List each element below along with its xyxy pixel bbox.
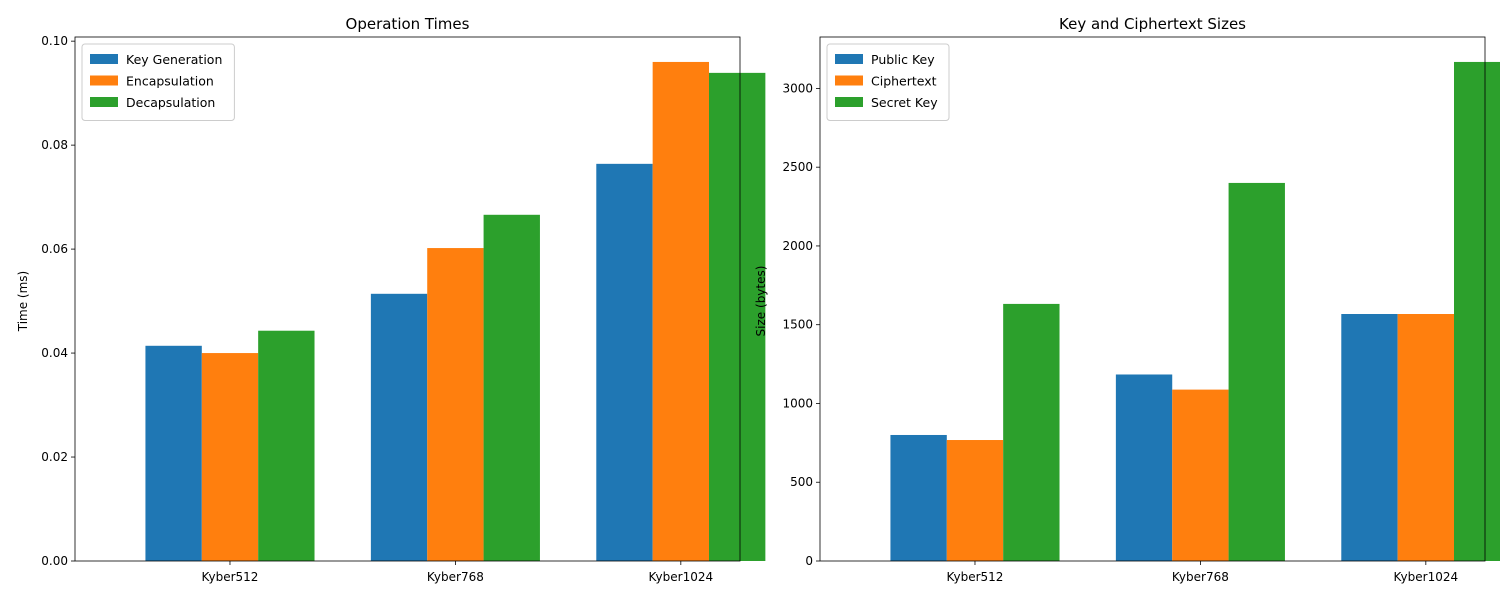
legend: Public Key Ciphertext Secret Key	[826, 43, 950, 121]
y-axis-label: Time (ms)	[16, 271, 30, 333]
x-ticks: Kyber512 Kyber768 Kyber1024	[202, 561, 714, 584]
bar-encapsulation-kyber512	[201, 353, 259, 561]
legend-label: Ciphertext	[871, 74, 937, 89]
bar-decapsulation-kyber1024	[709, 72, 766, 562]
bar-secret-key-kyber768	[1228, 182, 1285, 561]
bars-group	[145, 61, 766, 562]
y-tick-label: 500	[790, 475, 813, 489]
bar-ciphertext-kyber1024	[1397, 314, 1455, 561]
operation-times-chart: Operation Times Time (ms) 0.000.020.040.…	[16, 15, 766, 584]
y-axis-label: Size (bytes)	[754, 266, 768, 337]
bars-group	[890, 61, 1500, 561]
y-tick-label: 2000	[782, 239, 813, 253]
y-ticks: 0.00 0.02 0.04 0.06 0.08 0.10	[41, 34, 75, 568]
bar-ciphertext-kyber512	[946, 440, 1004, 561]
bar-secret-key-kyber512	[1003, 303, 1060, 561]
bar-decapsulation-kyber512	[258, 330, 315, 561]
bar-encapsulation-kyber768	[427, 248, 484, 561]
y-tick-label: 0.06	[41, 242, 68, 256]
legend-swatch	[835, 97, 863, 107]
y-tick-label: 0.02	[41, 450, 68, 464]
legend-label: Decapsulation	[126, 95, 215, 110]
legend-label: Encapsulation	[126, 74, 214, 89]
bar-public-key-kyber512	[890, 434, 947, 561]
y-tick-label: 0.10	[41, 34, 68, 48]
legend-swatch	[90, 54, 118, 64]
plot-frame	[819, 36, 1486, 562]
legend-swatch	[90, 97, 118, 107]
y-tick-label: 0.00	[41, 554, 68, 568]
plot-frame	[74, 36, 741, 562]
x-tick-label: Kyber1024	[1394, 570, 1459, 584]
legend-frame	[81, 43, 235, 121]
x-ticks: Kyber512 Kyber768 Kyber1024	[947, 561, 1459, 584]
bar-secret-key-kyber1024	[1454, 61, 1500, 561]
y-ticks: 0 500 1000 1500 2000 2500 3000	[782, 81, 820, 568]
key-ciphertext-sizes-chart: Key and Ciphertext Sizes Size (bytes) 0 5…	[754, 15, 1500, 584]
legend: Key Generation Encapsulation Decapsulation	[81, 43, 235, 121]
chart-title: Operation Times	[346, 15, 470, 33]
bar-ciphertext-kyber768	[1172, 389, 1229, 561]
y-tick-label: 1000	[782, 396, 813, 410]
y-tick-label: 0	[805, 554, 813, 568]
y-tick-label: 0.08	[41, 138, 68, 152]
legend-swatch	[90, 75, 118, 86]
chart-title: Key and Ciphertext Sizes	[1059, 15, 1246, 33]
x-tick-label: Kyber768	[1172, 570, 1229, 584]
bar-key-generation-kyber512	[145, 345, 202, 561]
bar-decapsulation-kyber768	[483, 214, 540, 562]
x-tick-label: Kyber512	[202, 570, 259, 584]
bar-key-generation-kyber768	[370, 293, 428, 561]
y-tick-label: 1500	[782, 318, 813, 332]
bar-key-generation-kyber1024	[596, 163, 653, 561]
legend-label: Secret Key	[871, 95, 938, 110]
y-tick-label: 0.04	[41, 346, 68, 360]
legend-swatch	[835, 75, 863, 86]
legend-label: Public Key	[871, 52, 935, 67]
bar-public-key-kyber1024	[1341, 314, 1398, 561]
x-tick-label: Kyber1024	[649, 570, 714, 584]
y-tick-label: 3000	[782, 81, 813, 95]
legend-label: Key Generation	[126, 52, 222, 67]
x-tick-label: Kyber512	[947, 570, 1004, 584]
x-tick-label: Kyber768	[427, 570, 484, 584]
bar-public-key-kyber768	[1115, 374, 1173, 561]
legend-swatch	[835, 54, 863, 64]
bar-encapsulation-kyber1024	[652, 61, 710, 561]
y-tick-label: 2500	[782, 160, 813, 174]
